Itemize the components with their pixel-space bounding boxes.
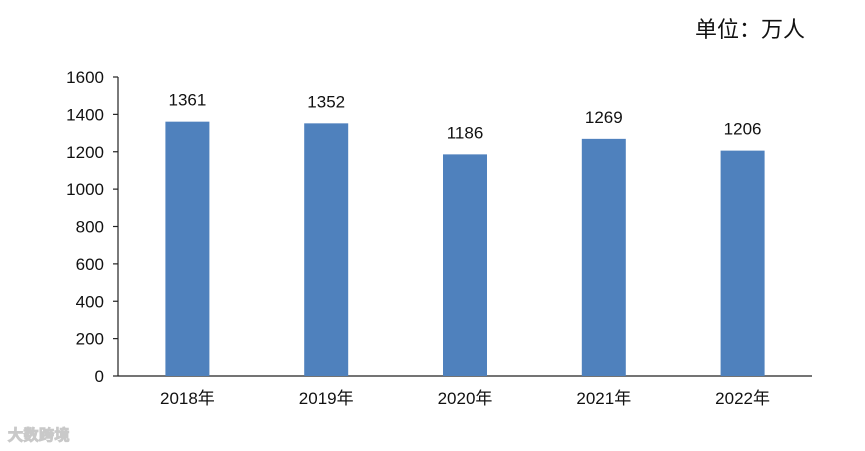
x-tick-label: 2020年: [438, 389, 493, 408]
bar-2021: [581, 138, 626, 376]
data-label: 1206: [724, 120, 762, 139]
bar-2022: [720, 150, 765, 376]
unit-label: 单位：万人: [694, 18, 805, 43]
bar-2019: [304, 123, 349, 376]
x-tick-label: 2022年: [715, 389, 770, 408]
y-tick-label: 1400: [66, 105, 104, 124]
y-tick-label: 1200: [66, 143, 104, 162]
y-tick-label: 200: [76, 330, 104, 349]
bar-2018: [165, 121, 210, 377]
bar-2020: [443, 154, 487, 376]
x-tick-label: 2021年: [576, 389, 631, 408]
x-tick-label: 2019年: [299, 389, 354, 408]
watermark-logo: 大数跨境: [7, 426, 71, 445]
x-tick-label: 2018年: [160, 389, 215, 408]
y-tick-label: 800: [76, 218, 104, 237]
y-tick-label: 1600: [66, 68, 104, 87]
data-label: 1361: [168, 91, 206, 110]
y-tick-label: 400: [76, 292, 104, 311]
y-tick-label: 600: [76, 255, 104, 274]
y-tick-label: 0: [95, 367, 104, 386]
data-label: 1269: [585, 108, 623, 127]
y-tick-label: 1000: [66, 180, 104, 199]
data-label: 1352: [307, 92, 345, 111]
data-label: 1186: [447, 123, 484, 142]
